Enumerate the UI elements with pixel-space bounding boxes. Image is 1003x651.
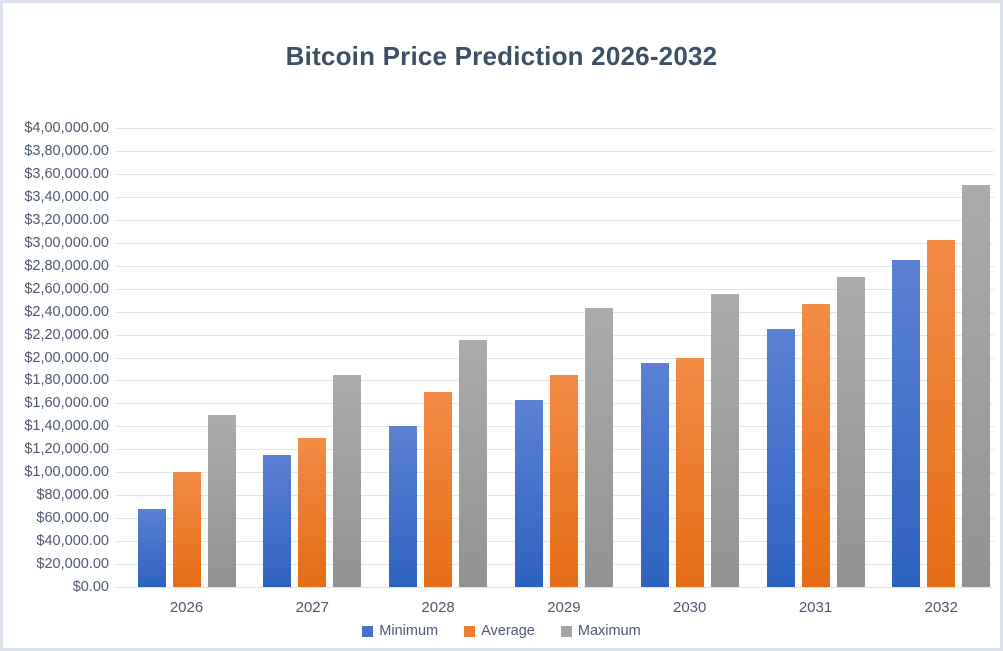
- bar-average-2030: [675, 357, 704, 587]
- y-tick-label: $1,80,000.00: [24, 372, 109, 389]
- x-tick-label-2032: 2032: [924, 599, 958, 616]
- y-tick-label: $2,80,000.00: [24, 257, 109, 274]
- x-tick-label-2027: 2027: [295, 599, 329, 616]
- bar-minimum-2028: [389, 426, 418, 587]
- y-tick-label: $3,80,000.00: [24, 142, 109, 159]
- y-tick-label: $2,20,000.00: [24, 326, 109, 343]
- y-tick-label: $2,40,000.00: [24, 303, 109, 320]
- bar-minimum-2027: [263, 455, 292, 587]
- legend-swatch-icon: [464, 625, 476, 637]
- gridline: [116, 334, 994, 336]
- bar-group-2030: [640, 128, 739, 587]
- bar-average-2028: [424, 391, 453, 587]
- x-tick-label-2028: 2028: [421, 599, 455, 616]
- legend-label: Average: [481, 623, 535, 639]
- x-axis: 2026 2027 2028 2029 2030 2031 2032: [116, 599, 994, 619]
- x-tick-label-2030: 2030: [673, 599, 707, 616]
- y-tick-label: $1,60,000.00: [24, 395, 109, 412]
- bar-average-2031: [801, 303, 830, 587]
- legend-swatch-icon: [362, 625, 374, 637]
- bar-group-2032: [892, 128, 991, 587]
- y-tick-label: $3,00,000.00: [24, 234, 109, 251]
- y-tick-label: $60,000.00: [36, 510, 109, 527]
- gridline: [116, 128, 994, 129]
- bar-maximum-2031: [836, 277, 865, 587]
- y-tick-label: $2,60,000.00: [24, 280, 109, 297]
- bar-average-2026: [172, 472, 201, 587]
- y-tick-label: $20,000.00: [36, 556, 109, 573]
- y-tick-label: $4,00,000.00: [24, 120, 109, 136]
- gridline: [116, 219, 994, 221]
- bar-maximum-2027: [333, 374, 362, 587]
- bar-maximum-2030: [710, 294, 739, 587]
- y-tick-label: $2,00,000.00: [24, 349, 109, 366]
- legend-swatch-icon: [560, 625, 572, 637]
- gridline: [116, 311, 994, 313]
- gridline: [116, 150, 994, 152]
- legend-item-average: Average: [464, 623, 535, 639]
- y-axis: $4,00,000.00 $3,80,000.00 $3,60,000.00 $3,4…: [3, 120, 109, 595]
- gridline: [116, 357, 994, 359]
- y-tick-label: $3,60,000.00: [24, 165, 109, 182]
- bar-maximum-2028: [459, 340, 488, 587]
- gridline: [116, 265, 994, 267]
- bar-group-2029: [514, 128, 613, 587]
- y-tick-label: $3,20,000.00: [24, 211, 109, 228]
- bar-minimum-2029: [514, 399, 543, 587]
- bar-group-2026: [137, 128, 236, 587]
- y-tick-label: $1,40,000.00: [24, 418, 109, 435]
- bar-maximum-2032: [962, 185, 991, 587]
- x-tick-label-2029: 2029: [547, 599, 581, 616]
- y-tick-label: $0.00: [72, 579, 109, 595]
- bar-minimum-2026: [137, 508, 166, 587]
- chart-title: Bitcoin Price Prediction 2026-2032: [285, 41, 718, 71]
- x-tick-label-2026: 2026: [169, 599, 204, 616]
- legend-item-minimum: Minimum: [362, 623, 438, 639]
- bar-maximum-2029: [584, 308, 613, 587]
- x-tick-label-2031: 2031: [798, 599, 833, 616]
- legend-label: Minimum: [379, 623, 439, 639]
- legend-item-maximum: Maximum: [560, 623, 641, 639]
- gridline: [116, 242, 994, 244]
- bar-average-2027: [298, 437, 327, 587]
- legend-label: Maximum: [577, 623, 641, 639]
- gridline: [116, 587, 994, 588]
- y-tick-label: $80,000.00: [36, 487, 109, 504]
- y-tick-label: $40,000.00: [36, 533, 109, 550]
- y-tick-label: $3,40,000.00: [24, 188, 109, 205]
- bar-minimum-2030: [640, 363, 669, 587]
- bar-group-2027: [263, 128, 362, 587]
- plot-area: [116, 128, 994, 588]
- y-tick-label: $1,00,000.00: [24, 464, 109, 481]
- gridline: [116, 196, 994, 198]
- gridline: [116, 288, 994, 290]
- bar-average-2032: [927, 240, 956, 587]
- bar-group-2031: [766, 128, 865, 587]
- bar-group-2028: [389, 128, 488, 587]
- bar-minimum-2031: [766, 328, 795, 587]
- bar-maximum-2026: [207, 414, 236, 587]
- gridline: [116, 173, 994, 175]
- bar-minimum-2032: [892, 259, 921, 587]
- bar-average-2029: [549, 374, 578, 587]
- legend: Minimum Average Maximum: [3, 623, 1000, 639]
- y-tick-label: $1,20,000.00: [24, 441, 109, 458]
